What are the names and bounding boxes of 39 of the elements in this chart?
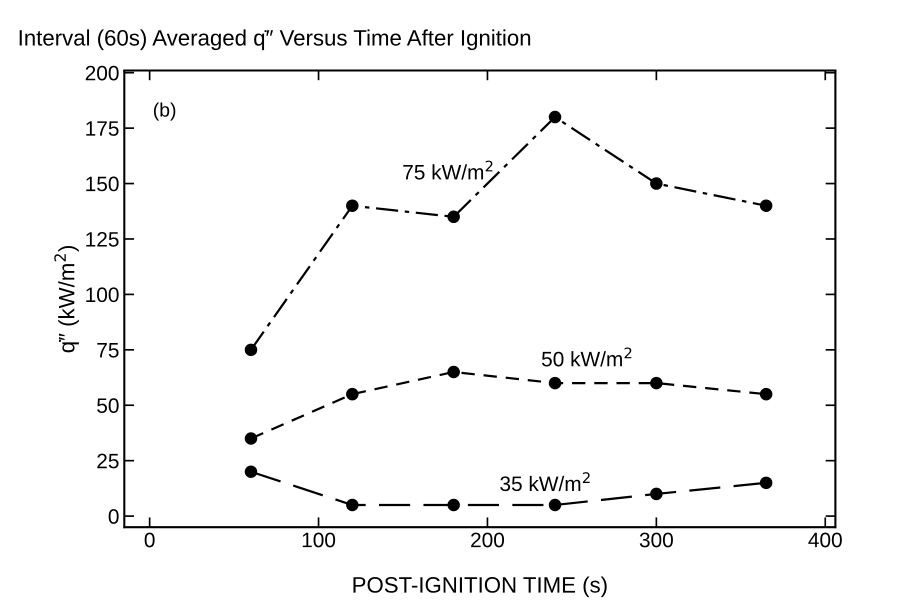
y-tick-label: 25 [97,454,119,468]
x-tick-label: 300 [640,532,673,548]
point [346,498,359,512]
y-tick-label: 175 [86,121,119,136]
point [650,376,663,390]
y-tick-label: 75 [97,343,119,358]
y-tick-label: 125 [86,232,119,247]
point [760,199,772,212]
point [548,110,562,124]
point [244,432,258,445]
annotation: (b) [154,102,176,121]
point [244,344,258,356]
y-tick-label: 200 [86,66,119,80]
point [760,388,772,400]
point [548,498,562,512]
y-tick-label: 100 [86,287,119,302]
series-label: 35 kW/m$^{2}$ [500,472,590,492]
point [244,466,258,478]
point [650,177,663,190]
series-label: 75 kW/m$^{2}$ [403,160,492,180]
y-tick-label: 50 [97,398,119,414]
x-tick-label: 0 [144,532,155,548]
y-axis-title: q̇″ (kW/m$^{2}$) [54,246,79,352]
point [447,366,460,378]
y-tick-label: 0 [108,509,119,524]
point [346,199,359,212]
y-tick-label: 150 [86,176,119,192]
x-tick-label: 400 [808,532,842,548]
x-axis-title: POST-IGNITION TIME (s) [353,576,607,598]
x-tick-label: 200 [471,532,504,548]
point [650,488,663,500]
x-tick-label: 100 [302,532,336,548]
point [760,476,772,490]
series-label: 50 kW/m$^{2}$ [542,347,632,366]
point [447,210,460,224]
chart-title: Interval (60s) Averaged q̇″ Versus Time After Ignition [20,29,530,50]
point [447,498,460,512]
point [548,376,562,390]
point [346,388,359,400]
